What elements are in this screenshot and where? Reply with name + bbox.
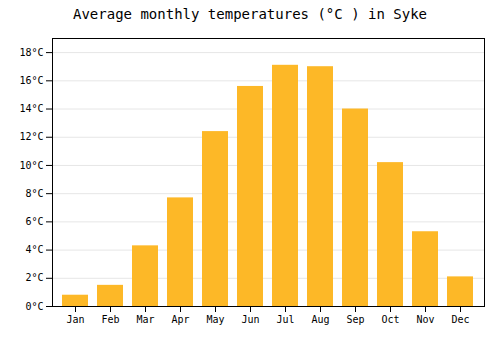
svg-text:0°C: 0°C	[25, 301, 43, 312]
svg-text:12°C: 12°C	[19, 131, 43, 142]
svg-text:Apr: Apr	[171, 314, 189, 325]
svg-text:4°C: 4°C	[25, 244, 43, 255]
html-text:Average monthly temperatures (: Average monthly temperatures (°C ) in Sy…	[73, 6, 427, 22]
svg-text:6°C: 6°C	[25, 216, 43, 227]
svg-text:Mar: Mar	[136, 314, 154, 325]
svg-text:Jun: Jun	[241, 314, 259, 325]
svg-text:8°C: 8°C	[25, 188, 43, 199]
svg-text:2°C: 2°C	[25, 272, 43, 283]
svg-text:14°C: 14°C	[19, 103, 43, 114]
svg-text:Feb: Feb	[101, 314, 119, 325]
svg-text:Dec: Dec	[451, 314, 469, 325]
svg-text:16°C: 16°C	[19, 75, 43, 86]
svg-text:18°C: 18°C	[19, 47, 43, 58]
svg-text:Aug: Aug	[311, 314, 329, 325]
svg-text:Jul: Jul	[276, 314, 294, 325]
svg-text:Oct: Oct	[381, 314, 399, 325]
svg-text:Nov: Nov	[416, 314, 434, 325]
svg-text:Jan: Jan	[66, 314, 84, 325]
svg-text:May: May	[206, 314, 224, 325]
svg-text:Sep: Sep	[346, 314, 364, 325]
svg-text:10°C: 10°C	[19, 160, 43, 171]
